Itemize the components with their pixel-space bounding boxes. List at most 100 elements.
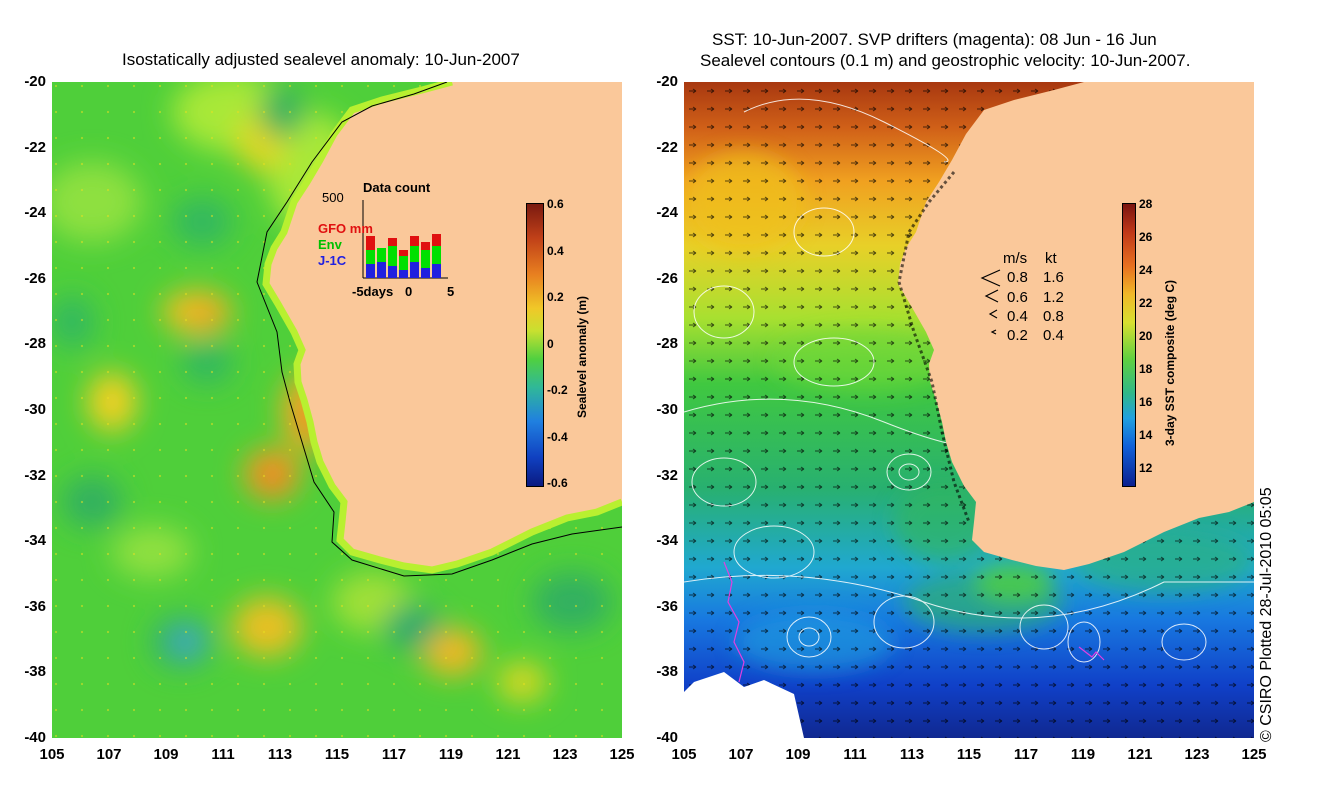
cb-left-tick: -0.2: [547, 383, 568, 397]
x-tick-label: 105: [39, 746, 65, 763]
cb-right-tick: 28: [1139, 197, 1153, 211]
y-tick-label: -38: [656, 663, 678, 681]
vel-row-kt: 0.8: [1043, 308, 1064, 325]
cb-right-tick: 12: [1139, 461, 1153, 475]
x-tick-label: 119: [438, 746, 464, 763]
vel-header-kt: kt: [1045, 250, 1057, 267]
x-tick-label: 119: [1070, 746, 1096, 763]
y-tick-label: -22: [656, 138, 678, 156]
vel-row-ms: 0.8: [1007, 269, 1028, 286]
x-tick-label: 115: [324, 746, 350, 763]
sealevel-anomaly-map: [52, 82, 622, 738]
vel-arrow: [984, 289, 999, 303]
bar-j1c: [399, 270, 408, 278]
vel-row-ms: 0.4: [1007, 308, 1028, 325]
vel-arrow: [990, 329, 997, 335]
legend-j1c: J-1C: [318, 253, 347, 268]
y-tick-label: -24: [24, 204, 46, 222]
cb-right-tick: 16: [1139, 395, 1153, 409]
bar-j1c: [388, 266, 397, 278]
y-tick-label: -28: [656, 335, 678, 353]
right-map-title-line2: Sealevel contours (0.1 m) and geostrophi…: [700, 51, 1191, 70]
cb-right-tick: 24: [1139, 263, 1153, 277]
y-tick-label: -34: [656, 532, 678, 550]
data-count-x-zero: 0: [405, 284, 413, 299]
bar-j1c: [432, 264, 441, 278]
sealevel-contours: [684, 98, 1254, 663]
x-tick-label: 125: [609, 746, 635, 763]
sst-map: [684, 82, 1254, 738]
bar-gfo: [399, 250, 408, 256]
y-tick-label: -20: [24, 73, 46, 90]
x-tick-label: 113: [899, 746, 925, 763]
bar-gfo: [421, 242, 430, 250]
sealevel-colorbar: [526, 203, 544, 487]
x-tick-label: 117: [381, 746, 407, 763]
cb-left-tick: -0.6: [547, 476, 568, 490]
y-tick-label: -32: [24, 466, 46, 484]
y-tick-label: -40: [656, 729, 678, 746]
bar-j1c: [421, 268, 430, 278]
bar-gfo: [366, 236, 375, 250]
cb-right-tick: 20: [1139, 329, 1153, 343]
bar-env: [410, 246, 419, 262]
x-tick-label: 123: [1184, 746, 1210, 763]
sealevel-colorbar-label: Sealevel anomaly (m): [575, 295, 589, 418]
shelf-coast-band: [262, 82, 622, 574]
x-tick-label: 109: [153, 746, 179, 763]
continental-shelf-contour: [256, 82, 622, 577]
cb-right-tick: 18: [1139, 362, 1153, 376]
y-tick-label: -20: [656, 73, 678, 90]
vel-row-kt: 1.6: [1043, 269, 1064, 286]
vel-row-kt: 0.4: [1043, 327, 1064, 344]
cb-left-tick: 0: [547, 337, 554, 351]
vel-arrow: [980, 269, 1001, 287]
left-map-title: Isostatically adjusted sealevel anomaly:…: [122, 50, 520, 69]
x-tick-label: 121: [495, 746, 521, 763]
bar-env: [421, 250, 430, 268]
drifter-tracks: [723, 561, 1105, 683]
x-tick-label: 109: [785, 746, 811, 763]
vel-row-kt: 1.2: [1043, 289, 1064, 306]
right-map-title-line1: SST: 10-Jun-2007. SVP drifters (magenta)…: [712, 30, 1157, 49]
x-tick-label: 111: [843, 746, 867, 763]
x-tick-label: 107: [728, 746, 754, 763]
y-tick-label: -30: [656, 401, 678, 418]
vel-row-ms: 0.6: [1007, 289, 1028, 306]
bar-gfo: [410, 236, 419, 246]
y-tick-label: -38: [24, 663, 46, 681]
velocity-legend-arrows: [980, 269, 1001, 335]
vel-header-ms: m/s: [1003, 250, 1028, 267]
data-count-inset: [362, 200, 448, 279]
cloud-mask: [684, 672, 804, 738]
bar-gfo: [432, 234, 441, 246]
x-tick-label: 123: [552, 746, 578, 763]
y-tick-label: -22: [24, 138, 46, 156]
x-tick-label: 121: [1127, 746, 1153, 763]
vel-row-ms: 0.2: [1007, 327, 1028, 344]
x-tick-label: 113: [267, 746, 293, 763]
y-tick-label: -24: [656, 204, 678, 222]
bar-env: [366, 250, 375, 264]
copyright-note: © CSIRO Plotted 28-Jul-2010 05:05: [1258, 487, 1275, 742]
data-count-max: 500: [322, 190, 344, 205]
legend-gfo: GFO mm: [318, 221, 373, 236]
y-tick-label: -28: [24, 335, 46, 353]
bar-env: [388, 246, 397, 266]
x-tick-label: 115: [956, 746, 982, 763]
y-tick-label: -32: [656, 466, 678, 484]
bar-env: [377, 248, 386, 262]
cb-left-tick: 0.2: [547, 290, 564, 304]
bar-env: [399, 256, 408, 270]
sst-colorbar-label: 3-day SST composite (deg C): [1163, 279, 1177, 446]
cb-right-tick: 22: [1139, 296, 1153, 310]
y-tick-label: -36: [24, 597, 46, 615]
data-count-title: Data count: [363, 180, 431, 195]
bar-j1c: [410, 262, 419, 278]
bar-env: [432, 246, 441, 264]
y-tick-label: -26: [24, 269, 46, 287]
x-tick-label: 107: [96, 746, 122, 763]
y-tick-label: -36: [656, 597, 678, 615]
data-count-x-right: 5: [447, 284, 455, 299]
cb-left-tick: 0.6: [547, 197, 564, 211]
